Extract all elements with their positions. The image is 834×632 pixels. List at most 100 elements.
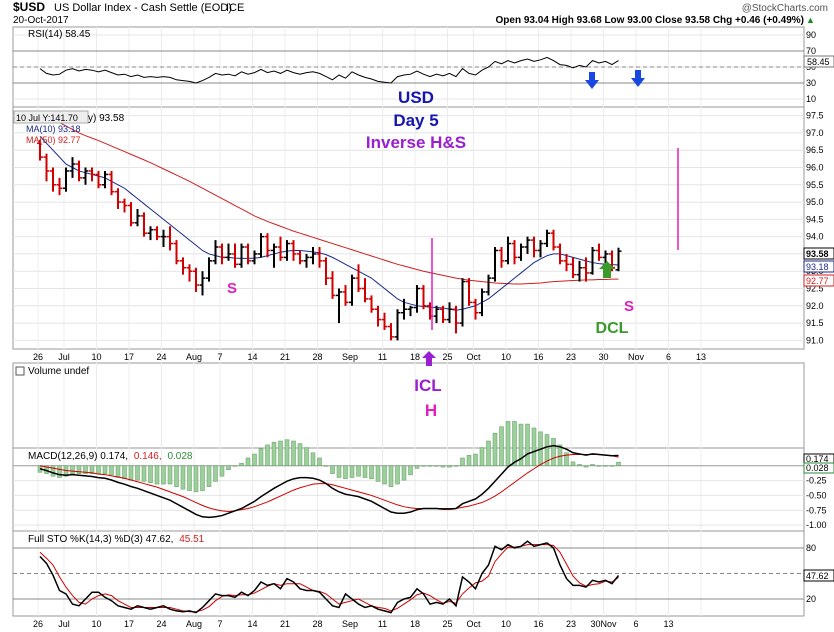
rsi-tick-label: 30 — [806, 78, 816, 88]
price-tick-label: 91.5 — [806, 318, 824, 328]
ohlc-bar — [271, 243, 277, 268]
ohlc-bar — [557, 243, 563, 265]
ohlc-bar — [407, 305, 414, 317]
annotation-icl: ICL — [414, 376, 441, 395]
macd-histogram-bar — [167, 465, 173, 485]
ohlc-bar — [394, 309, 401, 341]
macd-histogram-bar — [447, 465, 452, 468]
ohlc-bar — [102, 170, 108, 189]
ohlc-bar — [401, 298, 407, 320]
macd-histogram-bar — [96, 465, 101, 474]
annotation-day: Day 5 — [393, 111, 438, 130]
ohlc-bar — [219, 243, 225, 265]
ohlc-bar — [323, 257, 329, 286]
price-tick-label: 92.0 — [806, 301, 824, 311]
ohlc-bar — [141, 212, 147, 237]
ohlc-bar — [576, 260, 583, 282]
annotation-s-right: S — [624, 298, 634, 315]
ohlc-bar — [316, 247, 323, 268]
macd-tick-label: -1.00 — [806, 520, 827, 530]
ohlc-bar — [583, 257, 589, 282]
macd-histogram-bar — [544, 434, 550, 467]
macd-histogram-bar — [518, 423, 524, 467]
macd-histogram-bar — [531, 427, 537, 467]
macd-histogram-bar — [362, 465, 368, 478]
ohlc-bar — [251, 250, 258, 265]
macd-hist-tag-text: 0.028 — [806, 463, 829, 473]
macd-histogram-bar — [102, 465, 108, 474]
macd-histogram-bar — [492, 432, 498, 467]
x-tick-label-bottom: 24 — [156, 619, 166, 629]
x-tick-label: Sep — [342, 352, 358, 362]
x-tick-label: Aug — [186, 352, 202, 362]
x-tick-label-bottom: 23 — [566, 619, 576, 629]
macd-histogram-bar — [577, 464, 582, 467]
ma50-line — [39, 111, 619, 285]
price-layer — [37, 111, 622, 341]
x-tick-label: 17 — [124, 352, 134, 362]
ohlc-bar — [69, 157, 76, 178]
rsi-tick-label: 90 — [806, 30, 816, 40]
ohlc-bar — [258, 233, 264, 258]
ohlc-bar — [186, 264, 193, 282]
macd-histogram-bar — [479, 447, 485, 467]
macd-histogram-bar — [89, 465, 95, 474]
x-tick-label-bottom: 10 — [91, 619, 101, 629]
x-tick-label: 14 — [247, 352, 257, 362]
macd-layer — [13, 421, 804, 519]
macd-histogram-bar — [609, 465, 615, 467]
sto-tick-label: 20 — [806, 594, 816, 604]
ma10-tag — [803, 260, 834, 273]
ohlc-bar — [63, 167, 69, 192]
price-tick-label: 92.5 — [806, 284, 824, 294]
ohlc-bar — [76, 160, 82, 182]
ohlc-bar — [459, 278, 466, 327]
macd-histogram-bar — [271, 442, 277, 467]
chart-exchange: ICE — [226, 2, 244, 14]
ohlc-bar — [485, 274, 492, 296]
ohlc-bar — [284, 240, 290, 261]
macd-histogram-bar — [564, 452, 569, 467]
macd-histogram-bar — [349, 465, 355, 478]
ohlc-bar — [602, 250, 609, 265]
x-tick-label: 13 — [696, 352, 706, 362]
ohlc-bar — [43, 153, 50, 182]
macd-histogram-bar — [323, 465, 329, 467]
ohlc-bar — [82, 167, 89, 185]
macd-histogram-bar — [245, 457, 251, 467]
macd-histogram-bar — [557, 444, 563, 467]
ohlc-bar — [453, 305, 459, 334]
x-tick-label: 24 — [156, 352, 166, 362]
macd-histogram-bar — [148, 465, 153, 483]
macd-histogram-bar — [414, 465, 420, 469]
rsi-line — [39, 56, 619, 84]
macd-histogram-bar — [258, 448, 264, 467]
macd-histogram-bar — [297, 443, 303, 467]
ohlc-bar — [56, 177, 63, 196]
macd-histogram-bar — [213, 465, 218, 482]
macd-histogram-bar — [440, 465, 446, 468]
macd-histogram-bar — [174, 465, 179, 487]
macd-histogram-bar — [115, 465, 121, 478]
ohlc-bar — [505, 236, 511, 265]
annotation-s-left: S — [227, 280, 237, 297]
macd-signal-line — [39, 454, 619, 512]
annotation-pattern: Inverse H&S — [366, 133, 466, 152]
ohlc-bar — [466, 278, 472, 306]
x-tick-label-bottom: 7 — [217, 619, 222, 629]
ohlc-bar — [589, 247, 596, 275]
macd-hist-tag — [803, 462, 834, 474]
macd-histogram-bar — [50, 465, 56, 477]
ohlc-bar — [115, 188, 121, 209]
ohlc-bar — [375, 305, 381, 327]
ohlc-bar — [388, 323, 394, 341]
x-tick-label-bottom: Sep — [342, 619, 358, 629]
sto-label-main: Full STO %K(14,3) %D(3) 47.62, — [28, 534, 173, 545]
volume-icon — [15, 366, 25, 376]
ma50-tag — [803, 274, 834, 287]
ma10-line — [39, 136, 619, 311]
ohlc-bar — [238, 243, 245, 268]
macd-histogram-bar — [239, 462, 244, 467]
x-tick-label: 6 — [666, 352, 671, 362]
axis-layer: 97.597.096.596.095.595.094.594.093.593.0… — [33, 30, 827, 629]
